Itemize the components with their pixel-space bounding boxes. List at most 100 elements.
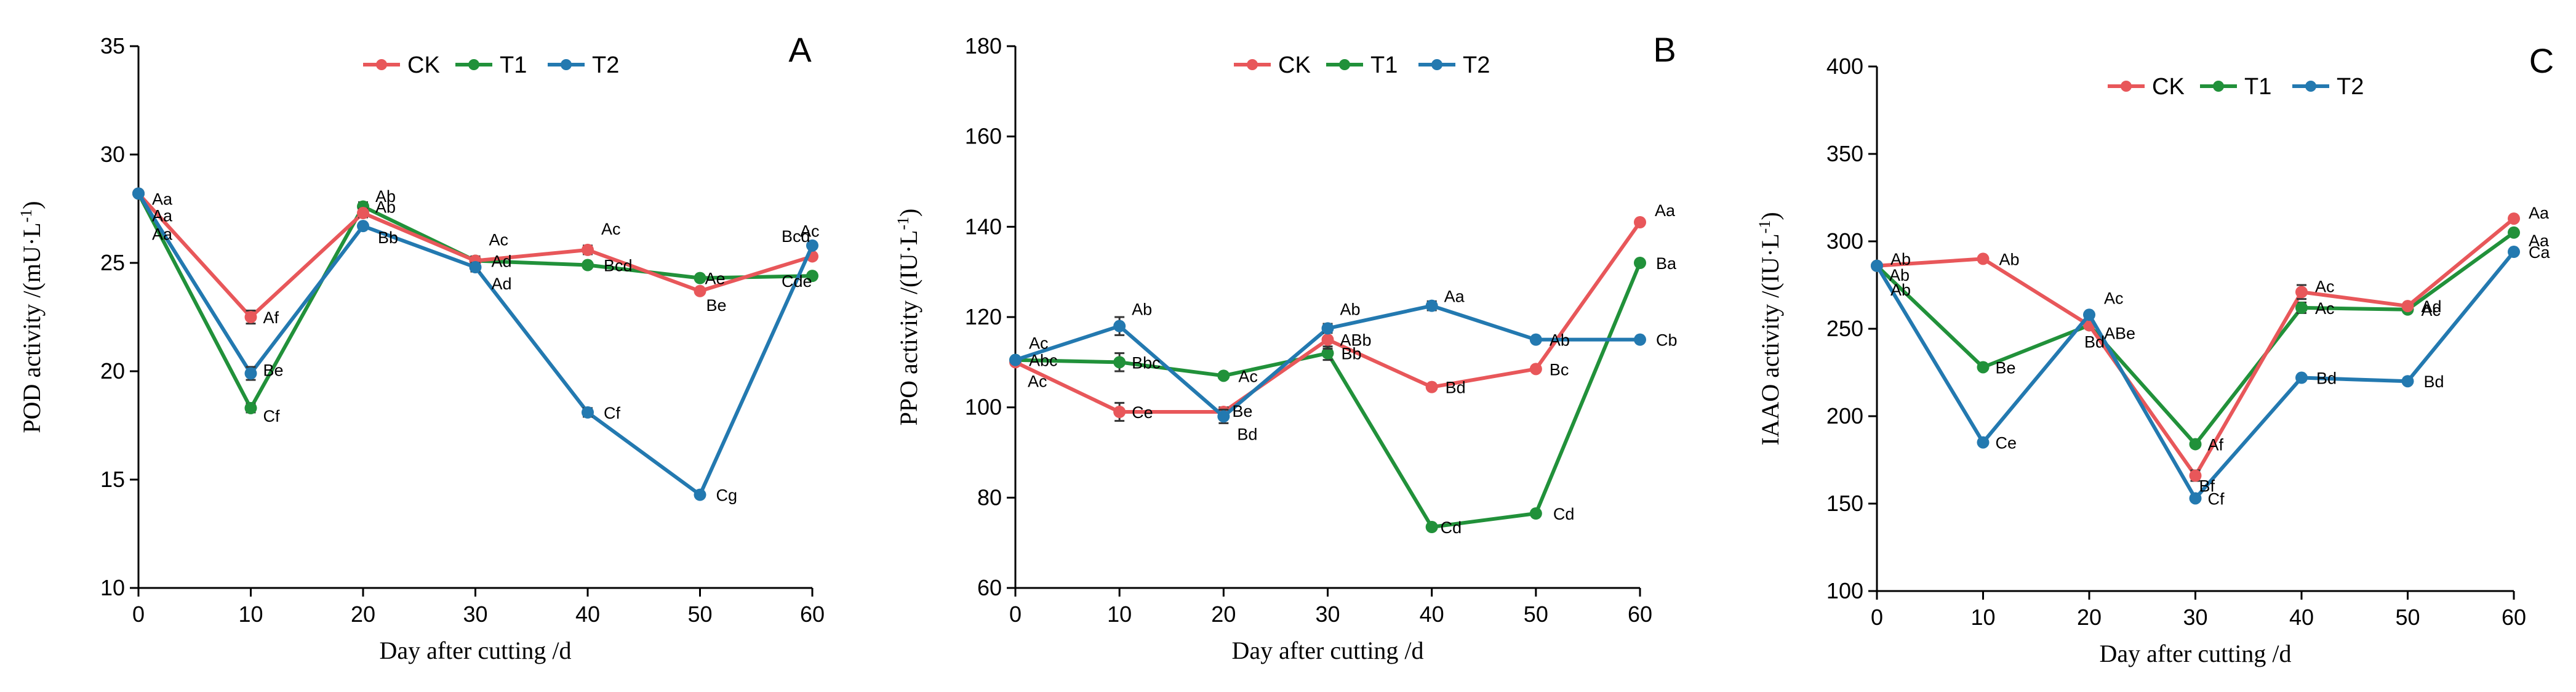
point-label: Aa bbox=[2529, 231, 2550, 250]
data-point bbox=[1871, 259, 1883, 272]
legend-label-ck: CK bbox=[407, 52, 440, 78]
series-t2 bbox=[132, 187, 818, 501]
y-tick-label: 20 bbox=[100, 358, 125, 384]
point-label: Cg bbox=[716, 486, 738, 505]
data-point bbox=[132, 187, 145, 200]
point-label: Cd bbox=[1441, 518, 1462, 537]
data-point bbox=[1425, 299, 1438, 312]
data-point bbox=[2401, 300, 2414, 313]
point-label: Be bbox=[706, 296, 727, 315]
point-label: Aa bbox=[2529, 204, 2550, 222]
legend-marker-ck bbox=[1247, 59, 1258, 70]
point-label: Ab bbox=[1890, 250, 1911, 268]
point-label: Ac bbox=[2104, 289, 2124, 307]
data-point bbox=[1321, 347, 1334, 360]
x-tick-label: 10 bbox=[1107, 601, 1132, 627]
data-point bbox=[1113, 406, 1126, 418]
panel-letter: B bbox=[1653, 30, 1676, 69]
data-point bbox=[2508, 212, 2520, 225]
point-label: Ac bbox=[800, 222, 820, 240]
series-line-ck bbox=[1876, 217, 2515, 478]
data-point bbox=[2295, 371, 2308, 384]
x-tick-label: 10 bbox=[1970, 605, 1995, 630]
x-tick-label: 50 bbox=[1524, 601, 1548, 627]
x-axis-title: Day after cutting /d bbox=[1231, 637, 1423, 664]
data-point bbox=[1113, 356, 1126, 369]
y-tick-label: 150 bbox=[1826, 491, 1863, 516]
data-point bbox=[1977, 436, 1990, 449]
x-tick-label: 40 bbox=[575, 601, 600, 627]
point-label: ABe bbox=[2104, 324, 2135, 342]
legend-marker-t2 bbox=[561, 59, 572, 70]
panel-letter: C bbox=[2529, 41, 2554, 80]
point-label: Be bbox=[263, 361, 284, 380]
point-label: ABb bbox=[1340, 331, 1372, 350]
x-tick-label: 60 bbox=[2502, 605, 2526, 630]
y-tick-label: 25 bbox=[100, 250, 125, 275]
point-label: Af bbox=[263, 308, 279, 327]
legend-marker-t1 bbox=[468, 59, 479, 70]
legend-marker-t1 bbox=[2213, 81, 2224, 92]
x-tick-label: 20 bbox=[1211, 601, 1236, 627]
point-label: Bb bbox=[378, 228, 398, 247]
point-labels-t2: Ab Ce Ac Cf Bd Bd Ca bbox=[1890, 243, 2550, 508]
point-label: Bd bbox=[2424, 372, 2444, 391]
data-point bbox=[1321, 333, 1334, 346]
data-point bbox=[1977, 361, 1990, 374]
y-tick-label: 80 bbox=[977, 485, 1002, 510]
data-point bbox=[2189, 438, 2202, 451]
y-axis-title: POD activity /(mU·L-1) bbox=[17, 201, 46, 433]
y-tick-label: 100 bbox=[965, 395, 1002, 420]
point-label: Bd bbox=[1237, 425, 1257, 443]
data-point bbox=[1634, 333, 1646, 346]
x-tick-label: 0 bbox=[132, 601, 145, 627]
x-tick-label: 0 bbox=[1009, 601, 1022, 627]
point-label: Abc bbox=[1029, 352, 1058, 370]
data-point bbox=[357, 207, 369, 220]
x-tick-label: 40 bbox=[2289, 605, 2314, 630]
y-tick-label: 10 bbox=[100, 575, 125, 600]
data-point bbox=[806, 239, 818, 252]
x-tick-label: 0 bbox=[1871, 605, 1883, 630]
series-line-t1 bbox=[1875, 231, 2515, 446]
x-tick-label: 50 bbox=[2395, 605, 2420, 630]
y-tick-label: 350 bbox=[1826, 141, 1863, 166]
y-tick-label: 300 bbox=[1826, 228, 1863, 254]
legend: CK T1 T2 bbox=[363, 52, 619, 78]
legend: CK T1 T2 bbox=[1234, 52, 1490, 78]
point-label: Cf bbox=[604, 404, 620, 422]
point-label: Ab bbox=[1132, 300, 1152, 319]
data-point bbox=[582, 243, 594, 256]
point-label: Ac bbox=[2315, 299, 2335, 318]
point-label: Ca bbox=[2529, 243, 2550, 262]
series-line-t2 bbox=[1875, 251, 2516, 501]
point-label: Ab bbox=[1999, 250, 2020, 268]
point-label: Ac bbox=[2422, 301, 2441, 320]
point-label: Bf bbox=[2199, 477, 2215, 496]
data-point bbox=[1529, 333, 1542, 346]
point-label: Ab bbox=[1550, 331, 1570, 350]
data-point bbox=[469, 261, 482, 274]
point-label: Af bbox=[2208, 435, 2224, 454]
data-point bbox=[1529, 507, 1542, 520]
data-point bbox=[1425, 521, 1438, 533]
data-point bbox=[1634, 257, 1646, 269]
data-point bbox=[2189, 492, 2202, 505]
data-point bbox=[694, 284, 706, 297]
point-labels-t1: Ab Be Bd Af Ac Ac Aa bbox=[1889, 231, 2550, 454]
x-tick-label: 20 bbox=[351, 601, 375, 627]
point-label: Aa bbox=[1444, 288, 1465, 306]
data-point bbox=[2401, 375, 2414, 388]
point-label: Ac bbox=[2315, 277, 2335, 296]
data-point bbox=[2508, 226, 2520, 239]
point-label: Ab bbox=[375, 187, 396, 206]
point-label: Ad bbox=[492, 252, 512, 270]
series-t2 bbox=[1009, 299, 1646, 424]
data-point bbox=[694, 272, 706, 284]
legend-label-ck: CK bbox=[2152, 74, 2185, 100]
data-point bbox=[582, 259, 594, 272]
series-line-t1 bbox=[1015, 262, 1642, 529]
point-label: Ab bbox=[1889, 266, 1910, 284]
data-point bbox=[2295, 301, 2308, 314]
